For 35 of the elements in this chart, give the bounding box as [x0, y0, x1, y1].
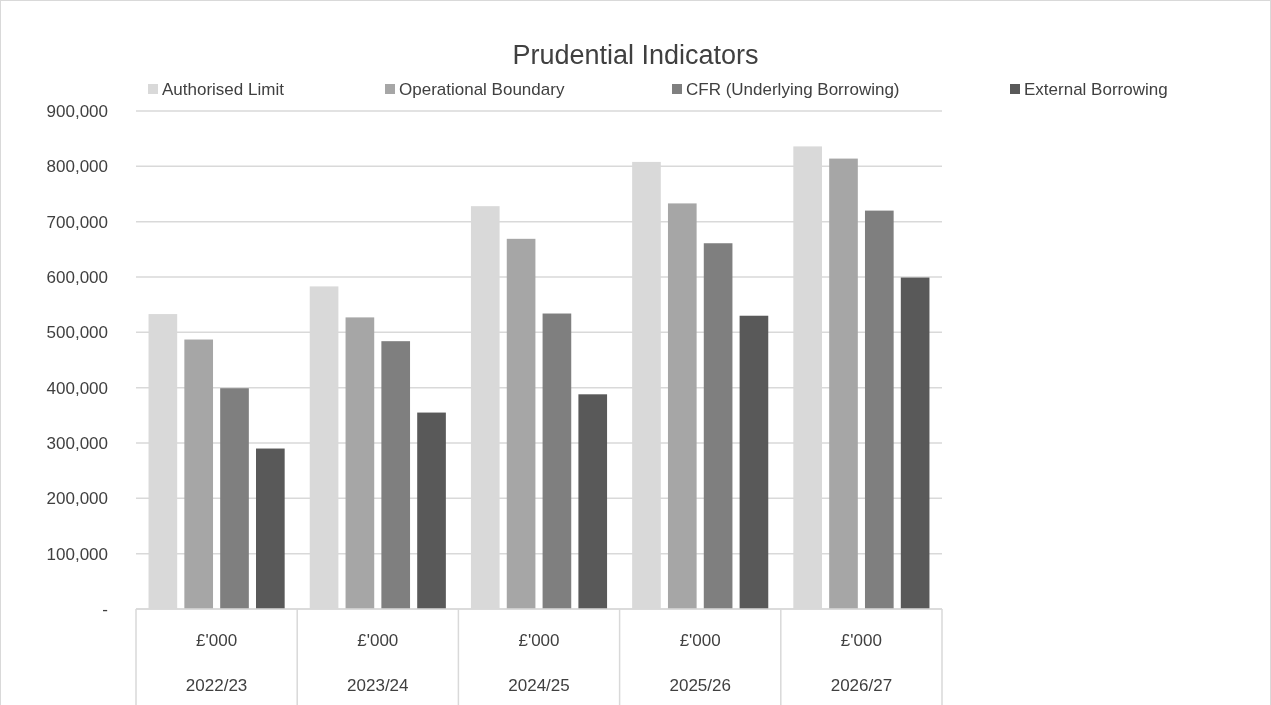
bar [578, 394, 608, 609]
bar [256, 448, 285, 609]
y-tick-label: - [102, 599, 108, 619]
bar [220, 388, 249, 609]
category-label: £'000 2025/26 [669, 631, 731, 695]
y-tick-label: 600,000 [46, 267, 108, 287]
bar [417, 412, 446, 609]
category-label: £'000 2022/23 [185, 631, 248, 695]
y-tick-label: 400,000 [46, 378, 108, 398]
bar [900, 277, 930, 609]
legend-label: External Borrowing [1024, 80, 1168, 99]
category-label: £'000 2026/27 [830, 631, 893, 695]
bar [345, 317, 375, 609]
y-tick-label: 300,000 [46, 433, 108, 453]
category-label: £'000 2023/24 [347, 631, 409, 695]
legend-label: Operational Boundary [399, 80, 565, 99]
category-label: £'000 2024/25 [508, 631, 570, 695]
bar [703, 243, 733, 609]
legend-label: CFR (Underlying Borrowing) [686, 80, 900, 99]
chart-title: Prudential Indicators [512, 40, 759, 70]
legend-label: Authorised Limit [162, 80, 285, 99]
bar [829, 158, 858, 609]
y-tick-label: 800,000 [46, 157, 108, 177]
bar [667, 203, 697, 609]
bar [739, 315, 769, 609]
y-tick-label: 500,000 [46, 323, 108, 343]
y-tick-label: 900,000 [46, 101, 108, 121]
y-tick-label: 200,000 [46, 489, 108, 509]
bar [506, 238, 536, 609]
bar [184, 339, 214, 609]
bar [381, 341, 411, 609]
bar [542, 313, 572, 609]
y-tick-label: 700,000 [46, 212, 108, 232]
bar [864, 210, 894, 609]
y-tick-label: 100,000 [46, 544, 108, 564]
